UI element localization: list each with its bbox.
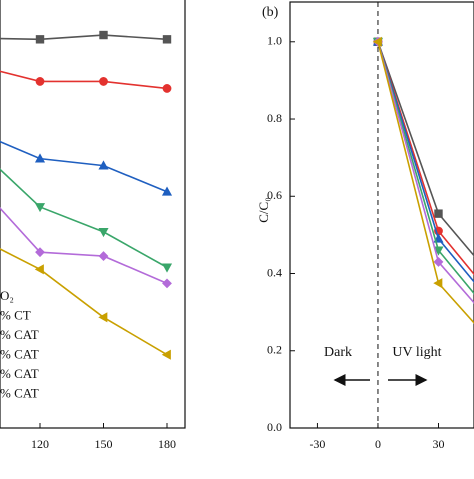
marker	[35, 247, 45, 258]
x-tick-label: 120	[31, 437, 49, 451]
annotation: UV light	[392, 345, 441, 360]
y-tick-label: 0.2	[267, 343, 282, 357]
marker	[98, 228, 109, 238]
marker	[98, 251, 109, 261]
x-tick-label: -30	[309, 437, 325, 451]
marker	[162, 278, 172, 289]
marker	[98, 160, 109, 170]
series-line	[0, 34, 168, 41]
marker	[34, 153, 46, 163]
y-axis-label: C/C₀	[256, 197, 271, 223]
marker	[99, 77, 108, 86]
legend-label: % CAT	[0, 366, 39, 381]
panel-label: (b)	[262, 5, 279, 20]
y-tick-label: 1.0	[267, 34, 282, 48]
series-line	[0, 248, 168, 356]
plot-area	[0, 30, 173, 360]
annotation: Dark	[324, 345, 352, 360]
series-line	[0, 168, 168, 269]
legend-label: % CT	[0, 307, 31, 322]
series-line	[0, 70, 168, 90]
marker	[34, 264, 44, 275]
marker	[35, 77, 45, 86]
marker	[99, 30, 108, 40]
marker	[162, 84, 172, 93]
legend-label: % CAT	[0, 385, 39, 400]
legend-label: % CAT	[0, 327, 39, 342]
marker	[98, 312, 108, 323]
plot-frame	[0, 0, 186, 429]
marker	[161, 349, 171, 360]
plot-frame	[289, 1, 474, 429]
marker	[162, 35, 172, 44]
series-line	[377, 41, 474, 257]
marker	[372, 36, 382, 47]
y-tick-label: 0.8	[267, 111, 282, 125]
marker	[433, 246, 444, 256]
x-tick-label: 150	[95, 437, 113, 451]
marker	[433, 278, 443, 289]
y-tick-label: 0.0	[267, 420, 282, 434]
marker	[161, 186, 173, 196]
y-tick-label: 0.4	[267, 265, 282, 279]
x-tick-label: 30	[432, 437, 444, 451]
legend-label: % CAT	[0, 346, 39, 361]
legend-label: O₂	[0, 288, 14, 303]
x-tick-label: 180	[158, 437, 176, 451]
series-line	[0, 140, 168, 193]
marker	[433, 233, 444, 243]
plot-area	[372, 36, 474, 325]
marker	[35, 35, 45, 44]
marker	[433, 257, 444, 267]
series-line	[0, 207, 168, 285]
y-tick-label: 0.6	[267, 188, 282, 202]
marker	[434, 209, 443, 218]
x-tick-label: 0	[375, 437, 381, 451]
marker	[161, 263, 173, 273]
marker	[34, 203, 46, 213]
